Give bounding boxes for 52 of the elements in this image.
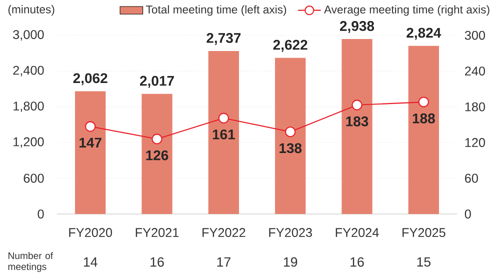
data-label: 2,062 <box>73 73 108 86</box>
text: 16 <box>350 257 364 267</box>
y-tick-label: 3,000 <box>13 30 44 41</box>
bar <box>208 51 239 214</box>
data-label: 2,737 <box>206 33 241 45</box>
legend-label: Total meeting time (left axis) <box>146 5 286 16</box>
data-label: 147 <box>80 138 102 148</box>
point <box>285 126 296 138</box>
point <box>352 100 362 110</box>
text: 15 <box>417 257 431 267</box>
data-label: 2,622 <box>273 40 308 52</box>
y-tick-label: 1,200 <box>14 137 44 148</box>
data-label: 2,824 <box>406 28 442 40</box>
data-label: 138 <box>280 143 302 154</box>
bar <box>275 58 306 214</box>
data-label: 188 <box>412 113 435 124</box>
bar <box>408 46 439 214</box>
x-tick-label: FY2022 <box>202 228 246 238</box>
y-tick-label: 2,400 <box>13 66 44 76</box>
bar <box>342 39 372 214</box>
y2-tick-label: 60 <box>465 174 478 183</box>
point <box>85 121 96 132</box>
data-label: 183 <box>346 116 368 126</box>
x-tick-label: FY2024 <box>336 228 379 238</box>
y-tick-label: 1,800 <box>14 102 44 112</box>
data-label: 2,938 <box>340 21 374 33</box>
text: 16 <box>150 257 164 267</box>
x-tick-label: FY2025 <box>402 228 446 238</box>
x-tick-label: FY2023 <box>269 228 312 238</box>
y2-tick-label: 180 <box>465 102 486 112</box>
text: Number of meetings <box>8 252 54 272</box>
y2-tick-label: 240 <box>465 66 486 76</box>
point <box>218 112 230 124</box>
y2-tick-label: 120 <box>465 138 486 148</box>
x-tick-label: FY2021 <box>136 228 179 238</box>
y2-tick-label: 0 <box>464 210 471 218</box>
y2-tick-label: 300 <box>464 30 486 40</box>
data-label: 126 <box>146 150 168 160</box>
text: 17 <box>217 257 230 267</box>
y-tick-label: 0 <box>38 210 44 218</box>
data-label: 161 <box>212 130 235 140</box>
point <box>418 96 429 108</box>
data-label: 2,017 <box>140 76 174 88</box>
text: 14 <box>84 257 98 267</box>
legend-label: Average meeting time (right axis) <box>324 5 490 16</box>
bar <box>75 91 106 214</box>
y-tick-label: 600 <box>24 174 44 183</box>
text: 19 <box>284 257 298 267</box>
x-tick-label: FY2020 <box>69 228 112 238</box>
point <box>152 134 162 144</box>
bar <box>142 94 172 214</box>
y-axis-title: (minutes) <box>8 5 54 16</box>
